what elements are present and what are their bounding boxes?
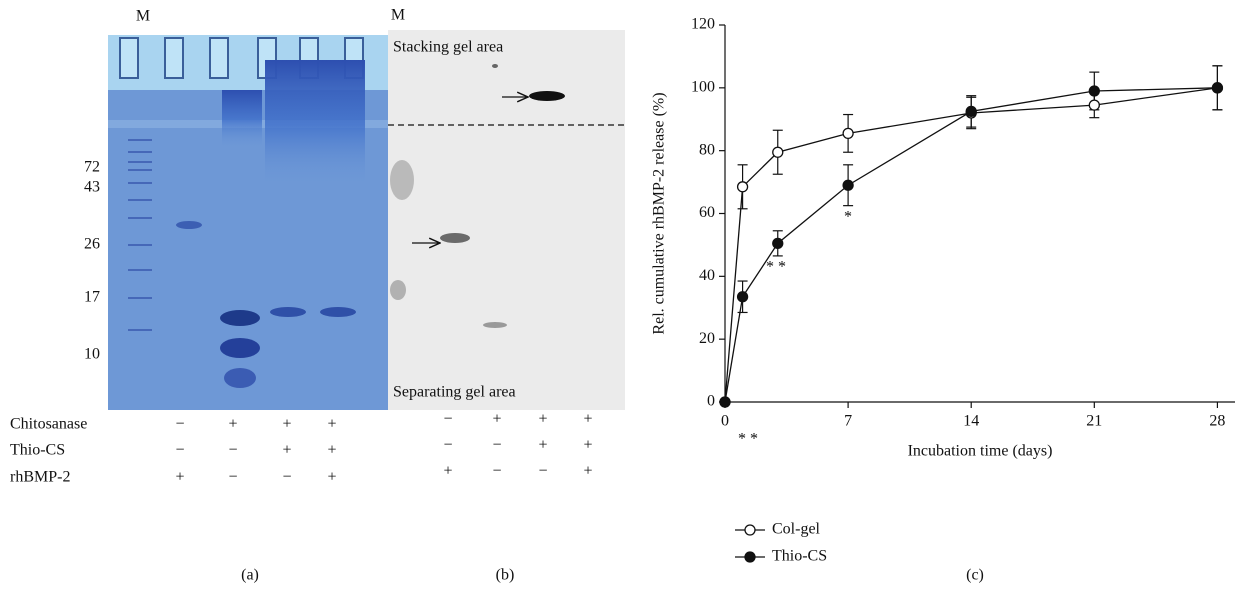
point xyxy=(1211,82,1224,94)
y-tick-label: 40 xyxy=(699,267,715,284)
significance: * * xyxy=(766,259,786,276)
x-tick-label: 28 xyxy=(1209,413,1225,430)
cell: − xyxy=(175,416,184,433)
cell: − xyxy=(175,442,184,459)
gel-b-image xyxy=(388,30,625,410)
cell: + xyxy=(583,411,592,428)
y-axis-label: Rel. cumulative rhBMP-2 release (%) xyxy=(651,92,668,334)
panel-label: (b) xyxy=(496,567,515,584)
legend-marker xyxy=(744,524,756,536)
point xyxy=(1088,99,1100,111)
y-tick-label: 0 xyxy=(707,393,715,410)
row-label: rhBMP-2 xyxy=(10,469,70,486)
cell: + xyxy=(583,463,592,480)
gel-area-label: Stacking gel area xyxy=(393,39,503,56)
point xyxy=(842,179,854,191)
x-tick-label: 0 xyxy=(721,413,729,430)
cell: + xyxy=(492,411,501,428)
point xyxy=(772,146,784,158)
legend-label: Col-gel xyxy=(772,521,821,538)
cell: − xyxy=(492,463,501,480)
mw-marker: 10 xyxy=(84,346,100,363)
cell: − xyxy=(492,437,501,454)
cell: − xyxy=(538,463,547,480)
cell: − xyxy=(228,442,237,459)
x-tick-label: 7 xyxy=(844,413,852,430)
mw-marker: 17 xyxy=(84,289,100,306)
cell: + xyxy=(175,469,184,486)
legend-marker xyxy=(744,551,756,563)
y-tick-label: 100 xyxy=(691,79,715,96)
cell: + xyxy=(538,411,547,428)
cell: + xyxy=(327,469,336,486)
cell: − xyxy=(228,469,237,486)
mw-marker: 43 xyxy=(84,179,100,196)
y-tick-label: 20 xyxy=(699,330,715,347)
cell: + xyxy=(228,416,237,433)
point xyxy=(719,396,731,408)
cell: + xyxy=(327,442,336,459)
cell: + xyxy=(443,463,452,480)
point xyxy=(736,181,749,193)
cell: + xyxy=(282,442,291,459)
mw-marker: 72 xyxy=(84,159,100,176)
point xyxy=(736,291,749,303)
series-line xyxy=(724,87,1218,403)
x-tick-label: 14 xyxy=(963,413,979,430)
y-tick-label: 80 xyxy=(699,141,715,158)
y-tick-label: 120 xyxy=(691,16,715,33)
cell: − xyxy=(282,469,291,486)
cell: + xyxy=(538,437,547,454)
cell: + xyxy=(583,437,592,454)
point xyxy=(965,105,977,118)
lane-label: M xyxy=(391,7,405,24)
cell: − xyxy=(443,411,452,428)
point xyxy=(842,127,854,140)
panel-label: (a) xyxy=(241,567,259,584)
x-axis-label: Incubation time (days) xyxy=(908,443,1053,460)
cell: − xyxy=(443,437,452,454)
row-label: Chitosanase xyxy=(10,416,87,433)
mw-marker: 26 xyxy=(84,236,100,253)
y-tick-label: 60 xyxy=(699,204,715,221)
point xyxy=(1088,85,1100,97)
legend-label: Thio-CS xyxy=(772,548,827,565)
significance: * * xyxy=(738,431,758,448)
lane-label: M xyxy=(136,8,150,25)
cell: + xyxy=(282,416,291,433)
gel-a-image xyxy=(108,35,390,410)
x-tick-label: 21 xyxy=(1086,413,1102,430)
point xyxy=(772,237,784,249)
panel-label: (c) xyxy=(966,567,984,584)
series-line xyxy=(724,87,1218,403)
cell: + xyxy=(327,416,336,433)
gel-area-label: Separating gel area xyxy=(393,384,516,401)
significance: * xyxy=(844,209,852,226)
row-label: Thio-CS xyxy=(10,442,65,459)
